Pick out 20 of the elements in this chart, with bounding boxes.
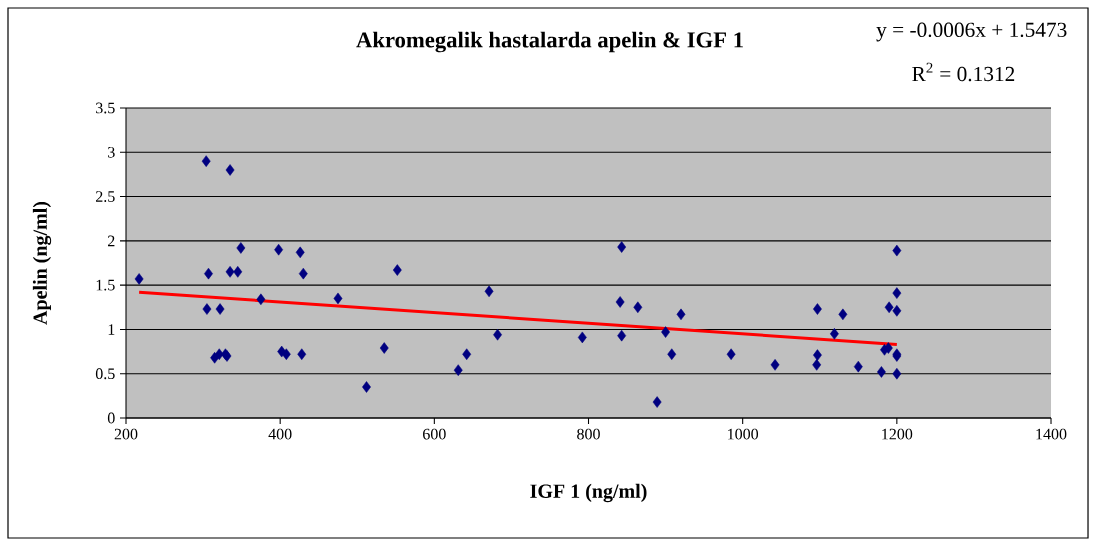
y-tick-label: 0.5: [95, 368, 115, 380]
y-tick-label: 3.5: [96, 102, 115, 114]
x-tick-label: 600: [423, 428, 446, 440]
y-tick-label: 3: [108, 146, 115, 158]
y-tick-label: 1: [108, 324, 115, 335]
y-tick-label: 2: [108, 235, 115, 247]
x-tick-label: 800: [577, 428, 600, 440]
y-tick-label: 2.5: [96, 191, 115, 202]
y-tick-label: 0: [107, 412, 115, 424]
x-tick-label: 200: [114, 428, 138, 440]
chart-title: Akromegalik hastalarda apelin & IGF 1: [356, 31, 743, 53]
y-axis-title: Apelin (ng/ml): [32, 201, 52, 325]
text: R$^{2}$ = 0.1312: [912, 62, 1015, 82]
x-tick-label: 1200: [882, 428, 913, 440]
x-tick-label: 400: [268, 428, 292, 440]
x-tick-label: 1000: [728, 428, 759, 440]
x-axis-title: IGF 1 (ng/ml): [530, 483, 647, 503]
x-tick-label: 1400: [1036, 428, 1067, 440]
y-tick-label: 1.5: [96, 279, 115, 291]
text: y = -0.0006x + 1.5473: [876, 22, 1067, 42]
